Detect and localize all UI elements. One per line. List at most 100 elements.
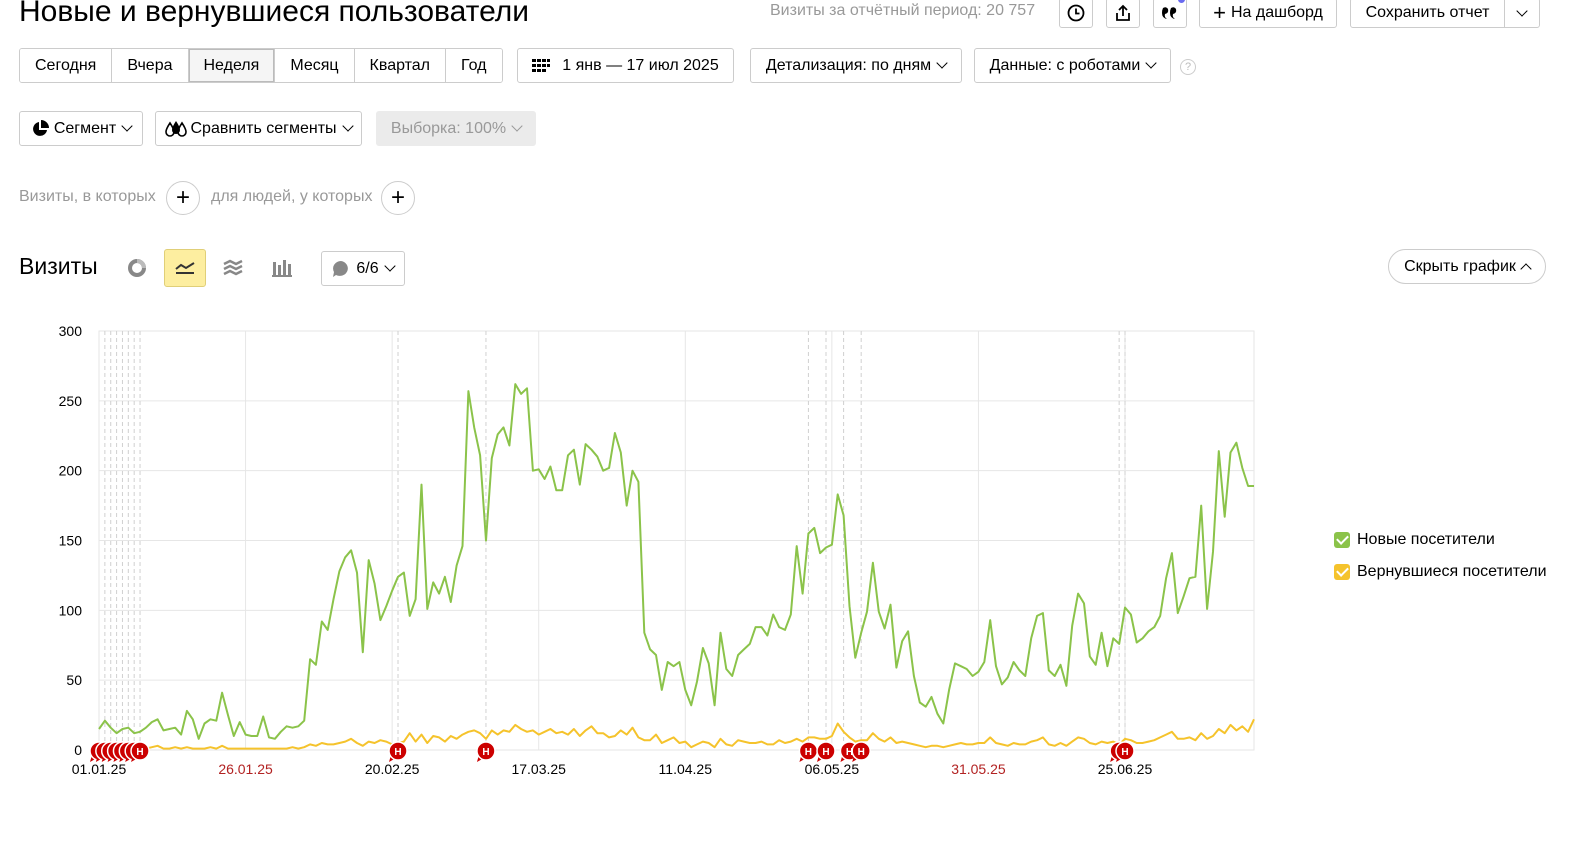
annotation-marker[interactable]: Н <box>476 741 496 762</box>
chevron-down-icon <box>341 120 354 132</box>
sample-label: Выборка: 100% <box>390 119 507 137</box>
y-tick-label: 0 <box>74 742 82 758</box>
pie-segment-icon <box>32 119 49 136</box>
people-where-label: для людей, у которых <box>211 188 373 205</box>
annotation-marker[interactable]: Н <box>130 741 150 762</box>
segment-dropdown[interactable]: Сегмент <box>19 111 143 146</box>
annotation-marker[interactable]: Н <box>124 741 144 762</box>
history-icon <box>1067 4 1085 22</box>
svg-text:Н: Н <box>113 747 120 758</box>
chevron-down-icon <box>511 120 523 132</box>
data-dropdown[interactable]: Данные: с роботами <box>974 48 1171 83</box>
annotations-count: 6/6 <box>356 259 379 277</box>
quote-icon <box>1162 7 1177 19</box>
annotation-marker[interactable]: Н <box>100 741 121 762</box>
compare-segments-dropdown[interactable]: Сравнить сегменты <box>155 111 362 146</box>
sample-dropdown[interactable]: Выборка: 100% <box>376 111 536 146</box>
compare-drops-icon <box>165 120 188 137</box>
save-report-button[interactable]: Сохранить отчет <box>1350 0 1505 28</box>
y-tick-label: 300 <box>59 323 83 339</box>
plot-frame <box>98 330 1255 751</box>
svg-text:Н: Н <box>1116 747 1123 758</box>
x-tick-label: 11.04.25 <box>659 761 713 777</box>
annotation-marker[interactable]: Н <box>388 741 408 762</box>
tab-yesterday[interactable]: Вчера <box>112 49 189 82</box>
annotation-marker[interactable]: Н <box>106 741 127 762</box>
annotation-marker[interactable]: Н <box>816 741 836 762</box>
annotation-marker[interactable]: Н <box>839 741 860 762</box>
annotations-dropdown[interactable]: 6/6 <box>321 251 405 286</box>
plus-icon: + <box>1213 0 1226 25</box>
chevron-up-icon <box>1520 262 1532 275</box>
hide-chart-label: Скрыть график <box>1404 257 1516 275</box>
tab-month[interactable]: Месяц <box>275 49 355 82</box>
pie-chart-icon <box>128 259 146 277</box>
svg-text:Н: Н <box>805 747 812 758</box>
plus-icon: + <box>390 184 405 211</box>
save-report-menu-button[interactable] <box>1504 0 1540 28</box>
notification-dot <box>1177 0 1186 4</box>
chevron-down-icon <box>936 57 948 69</box>
annotation-marker[interactable]: Н <box>118 741 139 762</box>
svg-text:Н: Н <box>131 747 138 758</box>
y-tick-label: 50 <box>66 672 82 688</box>
chevron-down-icon <box>121 120 133 132</box>
legend-item-new[interactable]: Новые посетители <box>1334 531 1495 549</box>
legend-label-new: Новые посетители <box>1357 531 1495 548</box>
svg-text:Н: Н <box>136 747 143 758</box>
series-line-returning <box>98 718 1255 750</box>
legend-label-returning: Вернувшиеся посетители <box>1357 563 1547 580</box>
x-tick-label: 26.01.25 <box>218 761 273 777</box>
date-range-button[interactable]: 1 янв — 17 июл 2025 <box>517 48 734 83</box>
data-label: Данные: с роботами <box>989 56 1141 74</box>
history-button[interactable] <box>1059 0 1093 28</box>
annotation-marker[interactable]: Н <box>89 741 109 762</box>
x-tick-label: 01.01.25 <box>72 761 127 777</box>
to-dashboard-button[interactable]: + На дашборд <box>1199 0 1337 28</box>
share-button[interactable] <box>1106 0 1140 28</box>
y-tick-label: 250 <box>59 393 83 409</box>
x-tick-label: 20.02.25 <box>365 761 420 777</box>
svg-text:Н: Н <box>822 747 829 758</box>
detail-label: Детализация: по дням <box>765 56 932 74</box>
svg-text:Н: Н <box>107 747 114 758</box>
x-tick-label: 06.05.25 <box>805 761 860 777</box>
tab-quarter[interactable]: Квартал <box>354 49 447 82</box>
add-people-filter-button[interactable]: + <box>381 181 415 215</box>
hide-chart-button[interactable]: Скрыть график <box>1388 249 1546 284</box>
svg-text:Н: Н <box>482 747 489 758</box>
svg-text:Н: Н <box>846 747 853 758</box>
compare-segments-label: Сравнить сегменты <box>190 119 337 137</box>
bar-chart-icon <box>272 260 292 277</box>
tab-week[interactable]: Неделя <box>188 49 276 82</box>
svg-text:Н: Н <box>1121 747 1128 758</box>
view-pie-button[interactable] <box>116 249 158 287</box>
detail-dropdown[interactable]: Детализация: по дням <box>750 48 962 83</box>
annotation-marker[interactable]: Н <box>95 741 115 762</box>
y-tick-label: 150 <box>59 533 83 549</box>
share-icon <box>1116 4 1130 21</box>
save-report-label: Сохранить отчет <box>1365 4 1490 21</box>
annotation-marker[interactable]: Н <box>851 741 871 762</box>
x-tick-label: 25.06.25 <box>1098 761 1153 777</box>
chevron-down-icon <box>383 260 396 272</box>
annotation-marker[interactable]: Н <box>1115 741 1135 762</box>
add-visit-filter-button[interactable]: + <box>166 181 200 215</box>
view-bar-button[interactable] <box>261 249 303 287</box>
help-icon[interactable]: ? <box>1180 59 1196 75</box>
annotation-marker[interactable]: Н <box>112 741 133 762</box>
quote-button[interactable] <box>1153 0 1187 28</box>
annotation-marker[interactable]: Н <box>1109 741 1129 762</box>
checkbox-icon <box>1334 564 1350 580</box>
y-tick-label: 200 <box>59 463 83 479</box>
tab-year[interactable]: Год <box>446 49 502 82</box>
legend-item-returning[interactable]: Вернувшиеся посетители <box>1334 563 1547 581</box>
x-tick-label: 31.05.25 <box>951 761 1006 777</box>
chevron-down-icon <box>1145 57 1157 69</box>
annotation-marker[interactable]: Н <box>798 741 819 762</box>
segment-label: Сегмент <box>53 119 117 137</box>
tab-today[interactable]: Сегодня <box>20 49 113 82</box>
view-area-button[interactable] <box>212 249 254 287</box>
view-line-button[interactable] <box>164 249 206 287</box>
visits-total: Визиты за отчётный период: 20 757 <box>770 2 1036 19</box>
